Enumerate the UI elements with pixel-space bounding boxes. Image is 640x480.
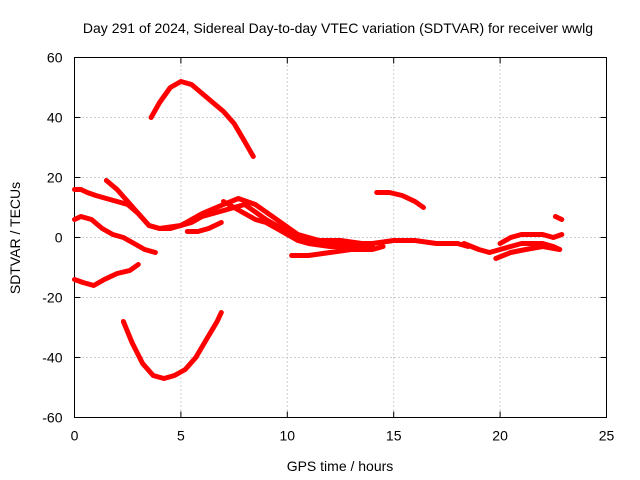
series-line-arc-15 bbox=[374, 190, 426, 210]
y-tick-label: 60 bbox=[47, 50, 63, 66]
y-tick-label: -40 bbox=[42, 350, 62, 366]
chart-title: Day 291 of 2024, Sidereal Day-to-day VTE… bbox=[83, 20, 593, 36]
y-tick-label: -20 bbox=[42, 290, 62, 306]
series-line-arc-ten bbox=[289, 244, 386, 258]
series-line-arc-low bbox=[120, 310, 224, 381]
series-line-arc-zero bbox=[369, 238, 471, 249]
series-line-arc-high bbox=[148, 79, 256, 159]
series-group bbox=[72, 79, 565, 381]
y-tick-label: -60 bbox=[42, 410, 62, 426]
gridlines bbox=[74, 57, 607, 418]
series-line-arc-late-3 bbox=[493, 244, 563, 261]
series-line-arc-7 bbox=[72, 214, 158, 255]
y-tick-label: 20 bbox=[47, 170, 63, 186]
x-tick-label: 10 bbox=[280, 428, 296, 444]
series-line-arc-end bbox=[552, 214, 565, 222]
x-axis-label: GPS time / hours bbox=[287, 458, 394, 474]
series-line-arc-neg14 bbox=[72, 262, 141, 288]
x-tick-label: 5 bbox=[177, 428, 185, 444]
y-tick-label: 0 bbox=[55, 230, 63, 246]
series-line-arc-12-a bbox=[221, 199, 375, 249]
series-line-arc-19 bbox=[103, 178, 375, 249]
series-line-arc-mid bbox=[184, 220, 224, 234]
series-line-arc-late-2 bbox=[497, 232, 565, 246]
x-tick-label: 20 bbox=[492, 428, 508, 444]
x-tick-label: 25 bbox=[599, 428, 615, 444]
axis-ticks: 0 5 10 15 20 25 -60 -40 -20 0 20 40 60 bbox=[42, 50, 614, 444]
x-tick-label: 15 bbox=[386, 428, 402, 444]
y-axis-label: SDTVAR / TECUs bbox=[7, 182, 23, 294]
y-tick-label: 40 bbox=[47, 110, 63, 126]
x-tick-label: 0 bbox=[71, 428, 79, 444]
